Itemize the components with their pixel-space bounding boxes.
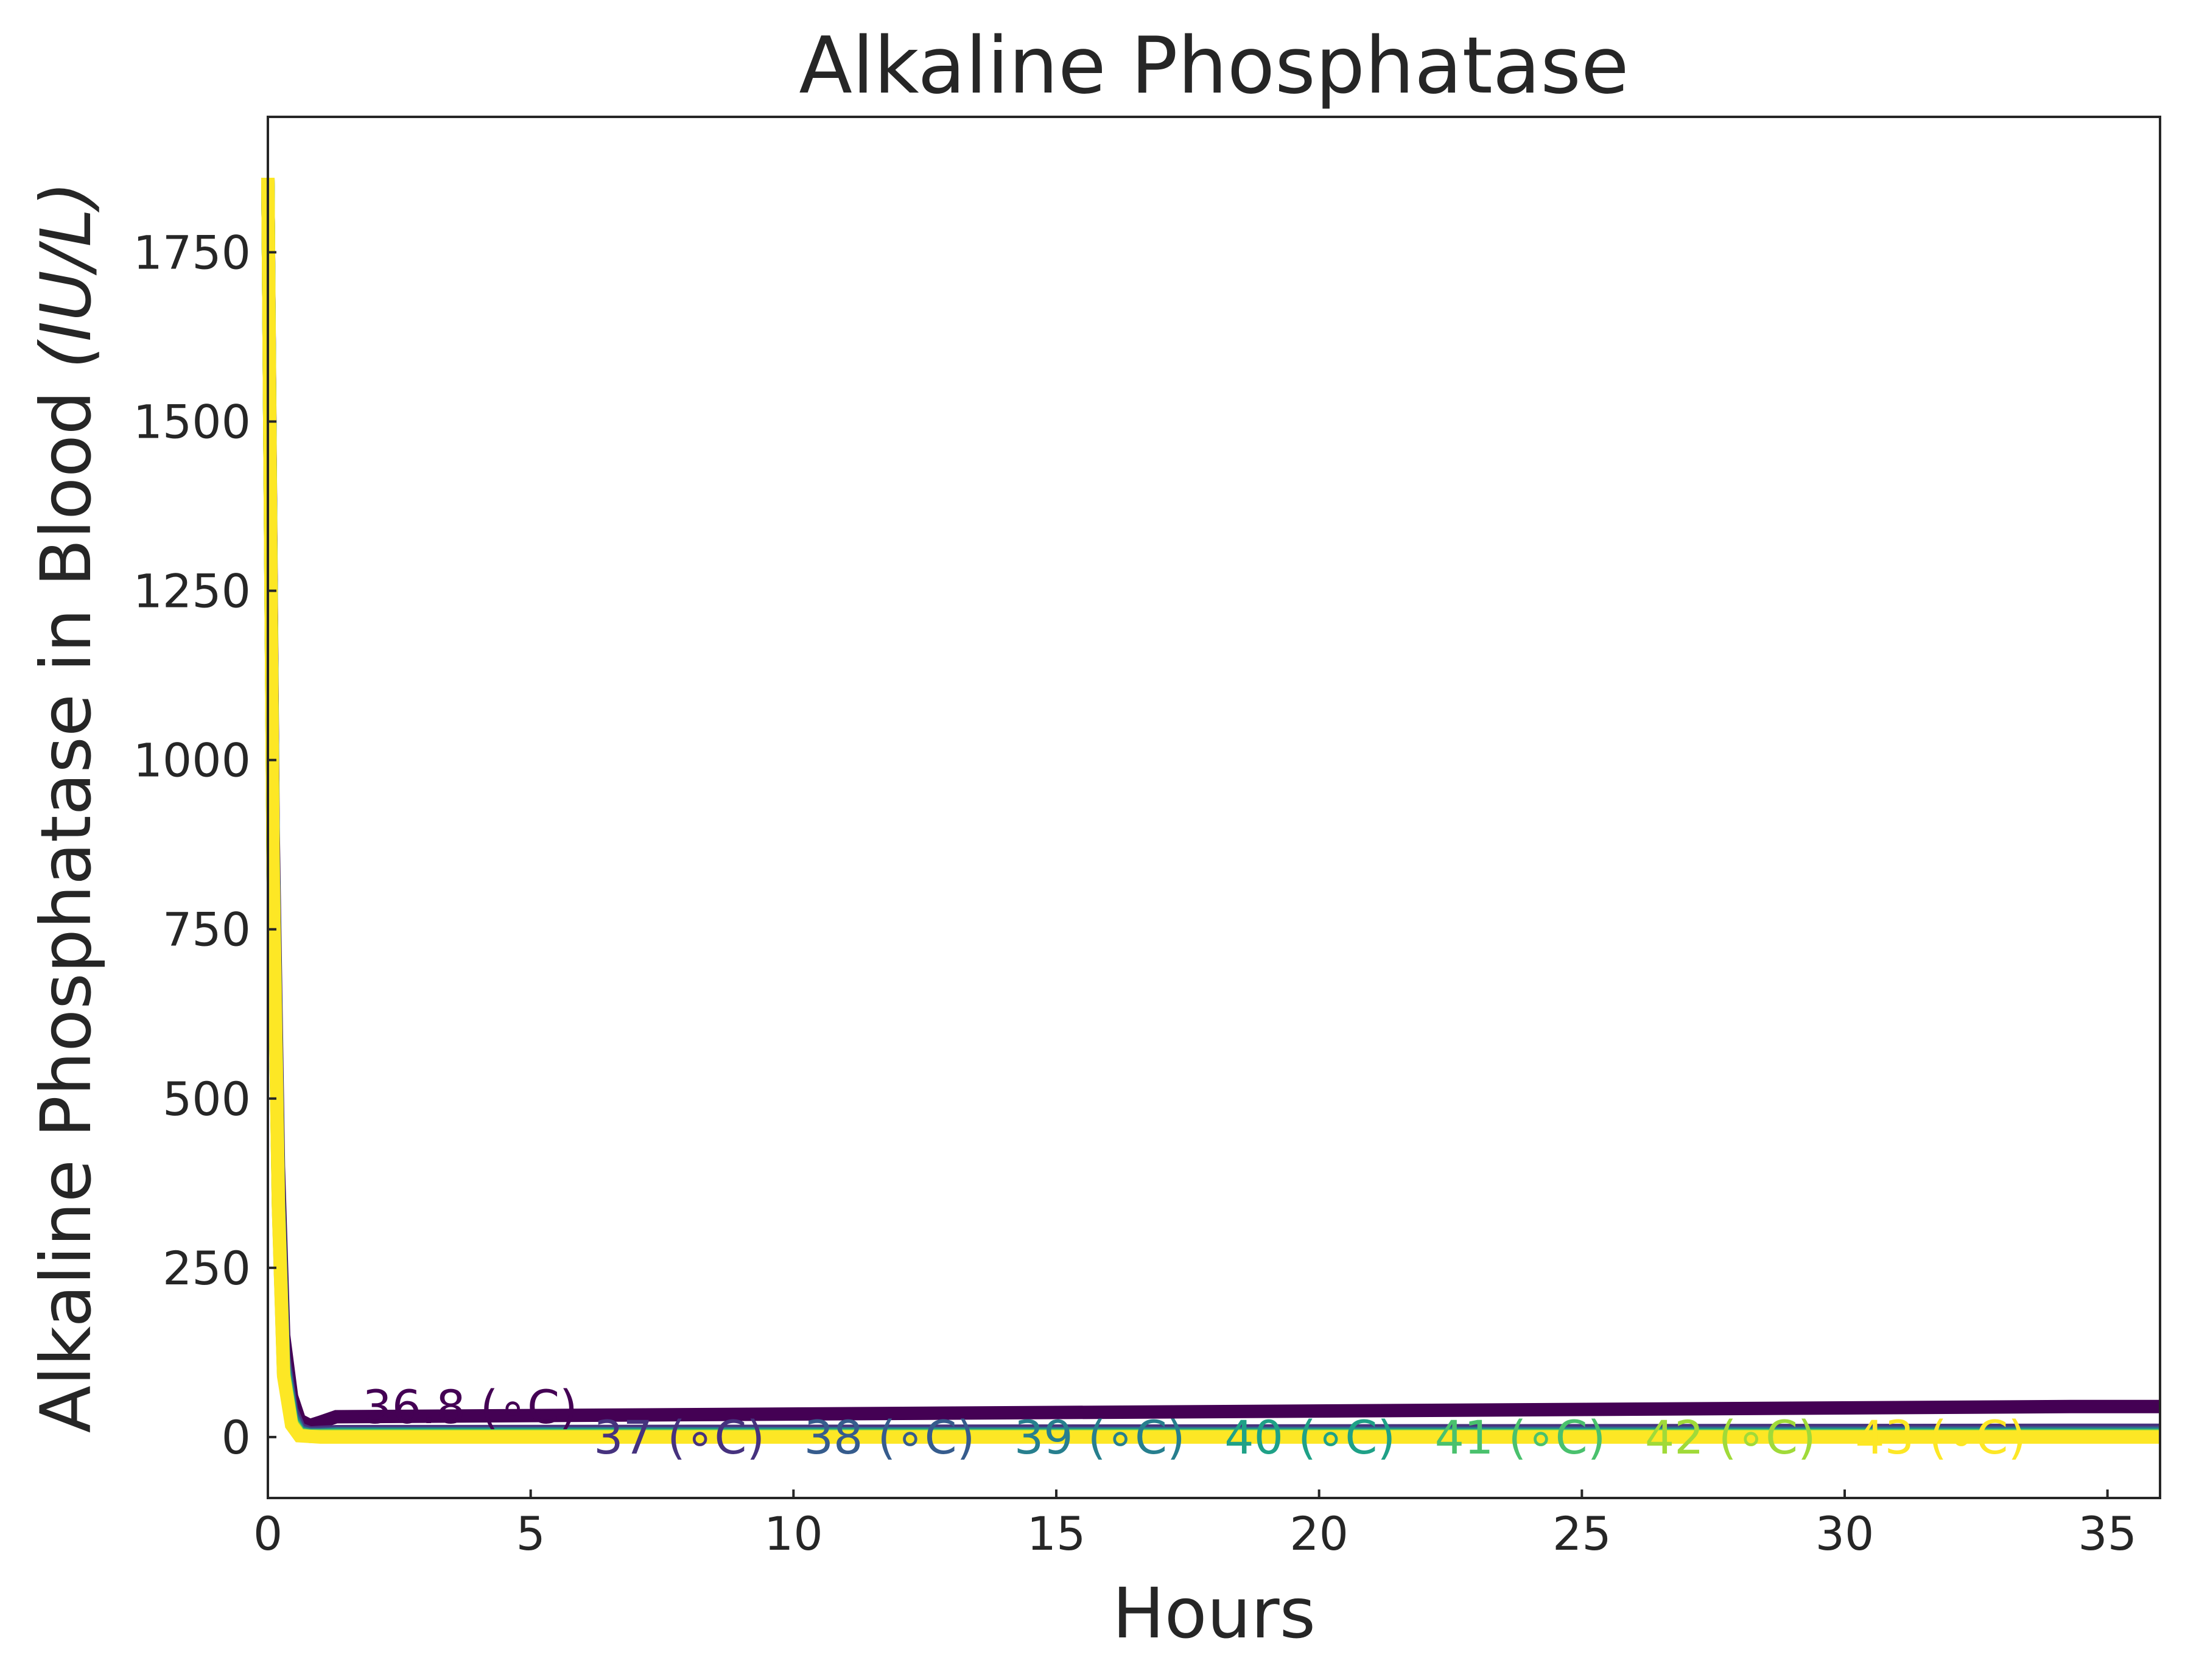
x-tick-label-7: 35 — [2078, 1507, 2137, 1561]
annotation-layer: 36.8 (∘C) 37 (∘C) 38 (∘C) 39 (∘C) 40 (∘C) 41 … — [362, 1380, 2026, 1465]
series-label-7: 43 (∘C) — [1855, 1410, 2026, 1465]
y-tick-label-2: 500 — [163, 1072, 251, 1126]
tick-layer: 0 5 10 15 20 25 30 35 0 250 500 750 1000 1250 1500 1750 — [133, 225, 2137, 1561]
x-axis-label: Hours — [1112, 1573, 1316, 1654]
x-tick-label-2: 10 — [764, 1507, 823, 1561]
series-label-1: 37 (∘C) — [594, 1410, 765, 1465]
series-line-7 — [261, 178, 2160, 1444]
y-tick-label-5: 1250 — [133, 564, 251, 618]
y-tick-label-3: 750 — [163, 903, 251, 957]
plot-frame — [267, 116, 2161, 1499]
series-layer — [261, 178, 2160, 1444]
y-tick-label-7: 1750 — [133, 225, 251, 279]
chart-title: Alkaline Phosphatase — [799, 21, 1629, 111]
series-label-2: 38 (∘C) — [804, 1410, 975, 1465]
x-tick-label-6: 30 — [1815, 1507, 1875, 1561]
y-axis-label-main: Alkaline Phosphatase in Blood — [26, 369, 107, 1433]
x-tick-label-3: 15 — [1027, 1507, 1086, 1561]
y-axis-label: Alkaline Phosphatase in Blood (IU/L) — [26, 181, 107, 1433]
series-label-5: 41 (∘C) — [1435, 1410, 1606, 1465]
y-tick-label-4: 1000 — [133, 733, 251, 788]
x-tick-label-5: 25 — [1552, 1507, 1612, 1561]
series-label-3: 39 (∘C) — [1014, 1410, 1185, 1465]
y-axis-label-unit: (IU/L) — [26, 181, 107, 369]
y-tick-label-1: 250 — [163, 1241, 251, 1295]
x-tick-label-1: 5 — [516, 1507, 545, 1561]
series-label-6: 42 (∘C) — [1645, 1410, 1816, 1465]
y-tick-label-0: 0 — [222, 1410, 251, 1465]
series-label-4: 40 (∘C) — [1224, 1410, 1395, 1465]
x-tick-label-4: 20 — [1289, 1507, 1349, 1561]
y-tick-label-6: 1500 — [133, 395, 251, 449]
series-label-0: 36.8 (∘C) — [362, 1380, 577, 1434]
x-tick-label-0: 0 — [253, 1507, 282, 1561]
